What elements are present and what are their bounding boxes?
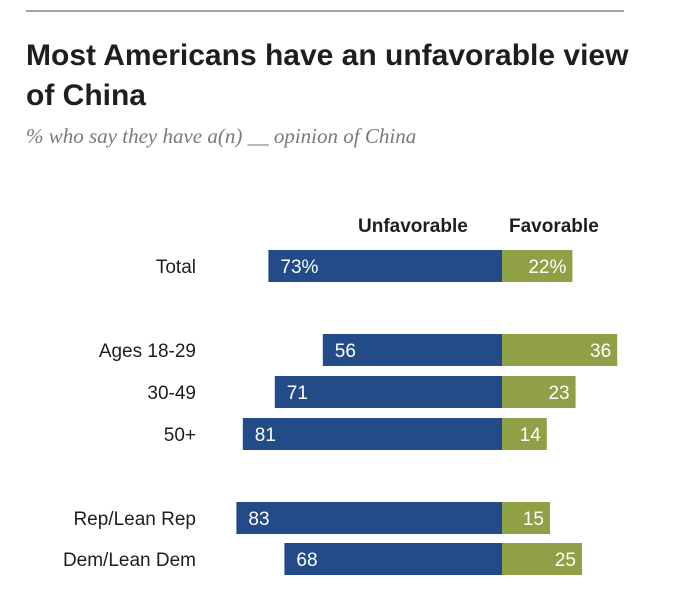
chart-subtitle: % who say they have a(n) __ opinion of C… bbox=[26, 124, 417, 148]
value-label-unfavorable: 71 bbox=[287, 383, 308, 404]
bar-unfavorable bbox=[268, 250, 502, 282]
bar-unfavorable bbox=[284, 543, 502, 575]
bar-unfavorable bbox=[242, 418, 503, 450]
value-label-unfavorable: 83 bbox=[248, 509, 269, 530]
bar-favorable bbox=[502, 543, 582, 575]
value-label-favorable: 36 bbox=[590, 341, 611, 362]
bar-unfavorable bbox=[322, 334, 502, 366]
value-label-unfavorable: 73% bbox=[280, 257, 318, 278]
chart-title: Most Americans have an unfavorable view … bbox=[26, 39, 629, 112]
bar-unfavorable bbox=[236, 502, 502, 534]
bar-favorable bbox=[502, 418, 547, 450]
legend-favorable: Favorable bbox=[509, 216, 599, 237]
value-label-favorable: 25 bbox=[555, 550, 576, 571]
category-label: Total bbox=[156, 257, 196, 278]
category-label: Ages 18-29 bbox=[99, 341, 196, 362]
category-label: 30-49 bbox=[147, 383, 196, 404]
category-label: Dem/Lean Dem bbox=[63, 550, 196, 571]
value-label-unfavorable: 68 bbox=[296, 550, 317, 571]
value-label-favorable: 23 bbox=[548, 383, 569, 404]
bar-unfavorable bbox=[274, 376, 502, 408]
top-rule bbox=[26, 10, 624, 12]
value-label-unfavorable: 81 bbox=[255, 425, 276, 446]
bar-favorable bbox=[502, 334, 618, 366]
bar-favorable bbox=[502, 376, 576, 408]
category-label: Rep/Lean Rep bbox=[73, 509, 196, 530]
legend-unfavorable: Unfavorable bbox=[358, 216, 468, 237]
bar-favorable bbox=[502, 250, 573, 282]
value-label-favorable: 15 bbox=[523, 509, 544, 530]
value-label-favorable: 22% bbox=[528, 257, 566, 278]
category-label: 50+ bbox=[164, 425, 196, 446]
value-label-unfavorable: 56 bbox=[335, 341, 356, 362]
value-label-favorable: 14 bbox=[520, 425, 542, 446]
bar-favorable bbox=[502, 502, 550, 534]
